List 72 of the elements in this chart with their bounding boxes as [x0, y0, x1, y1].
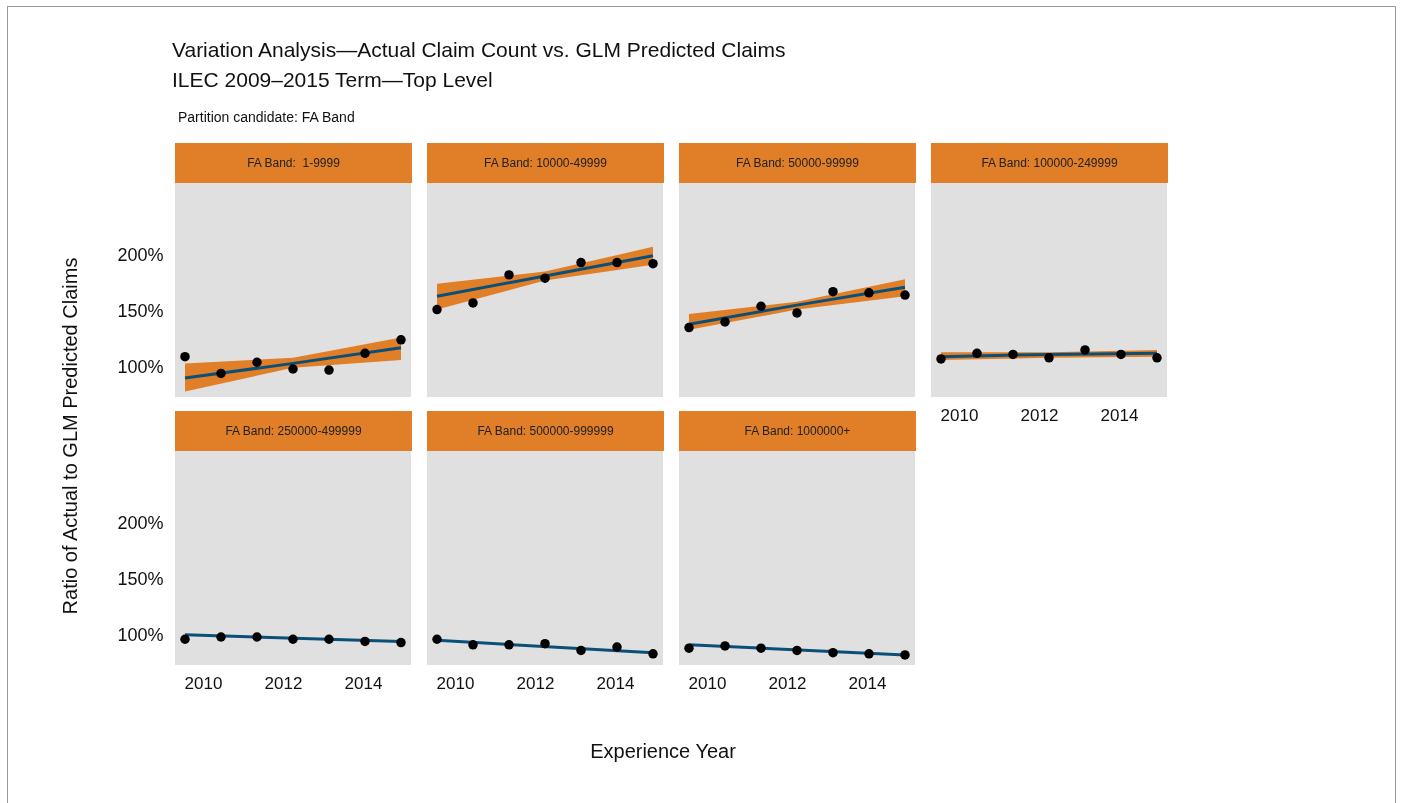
text: ILEC 2009–2015 Term—Top Level — [172, 68, 493, 92]
point — [720, 641, 730, 651]
chart-title: FA Band: 1000000+ — [679, 411, 916, 451]
y-tick-label: 100% — [117, 357, 164, 378]
point — [648, 649, 658, 659]
point — [180, 351, 190, 362]
point — [1008, 349, 1018, 360]
point — [756, 643, 766, 653]
point — [504, 270, 514, 280]
point — [540, 273, 550, 283]
point — [1152, 353, 1162, 363]
x-tick-label: 2012 — [516, 673, 555, 693]
point — [432, 304, 442, 315]
point — [864, 649, 874, 659]
text: Variation Analysis—Actual Claim Count vs. GLM Predicted Claims — [172, 38, 786, 62]
point — [288, 364, 298, 374]
x-tick-label: 2014 — [1100, 405, 1139, 425]
point — [828, 286, 838, 297]
text: Ratio of Actual to GLM Predicted Claims — [58, 257, 82, 615]
chart-title: FA Band: 100000-249999 — [931, 143, 1168, 183]
point — [1080, 345, 1090, 355]
point — [252, 357, 262, 367]
x-tick-label: 2010 — [184, 673, 223, 693]
y-tick-label: 200% — [117, 245, 164, 266]
point — [828, 647, 838, 658]
point — [684, 322, 694, 333]
y-tick-label: 200% — [117, 513, 164, 534]
point — [576, 257, 586, 268]
x-tick-label: 2012 — [264, 673, 303, 693]
point — [792, 308, 802, 318]
x-tick-label: 2010 — [688, 673, 727, 693]
chart-title: FA Band: 10000-49999 — [427, 143, 664, 183]
chart-title: FA Band: 250000-499999 — [175, 411, 412, 451]
point — [468, 640, 478, 650]
y-tick-label: 150% — [117, 569, 164, 590]
point — [504, 640, 514, 650]
x-tick-label: 2010 — [436, 673, 475, 693]
point — [216, 368, 226, 379]
x-tick-label: 2014 — [848, 673, 887, 693]
x-tick-label: 2014 — [344, 673, 383, 693]
point — [360, 348, 370, 359]
x-tick-label: 2012 — [1020, 405, 1059, 425]
point — [612, 642, 622, 652]
point — [864, 288, 874, 298]
point — [972, 348, 982, 359]
y-tick-label: 100% — [117, 625, 164, 646]
point — [720, 317, 730, 327]
point — [1044, 353, 1054, 363]
x-tick-label: 2010 — [940, 405, 979, 425]
point — [432, 634, 442, 644]
x-tick-label: 2014 — [596, 673, 635, 693]
chart-title: FA Band: 500000-999999 — [427, 411, 664, 451]
point — [468, 298, 478, 308]
point — [756, 301, 766, 311]
point — [900, 290, 910, 300]
chart-title: FA Band: 50000-99999 — [679, 143, 916, 183]
point — [648, 258, 658, 269]
text: Partition candidate: FA Band — [178, 109, 355, 125]
point — [576, 645, 586, 656]
text: Experience Year — [590, 740, 736, 763]
point — [684, 643, 694, 653]
point — [792, 645, 802, 656]
point — [900, 650, 910, 660]
point — [612, 257, 622, 268]
point — [1116, 349, 1126, 360]
chart-title: FA Band: 1-9999 — [175, 143, 412, 183]
point — [324, 365, 334, 375]
point — [396, 335, 406, 345]
x-tick-label: 2012 — [768, 673, 807, 693]
y-tick-label: 150% — [117, 301, 164, 322]
point — [936, 354, 946, 364]
point — [540, 638, 550, 649]
